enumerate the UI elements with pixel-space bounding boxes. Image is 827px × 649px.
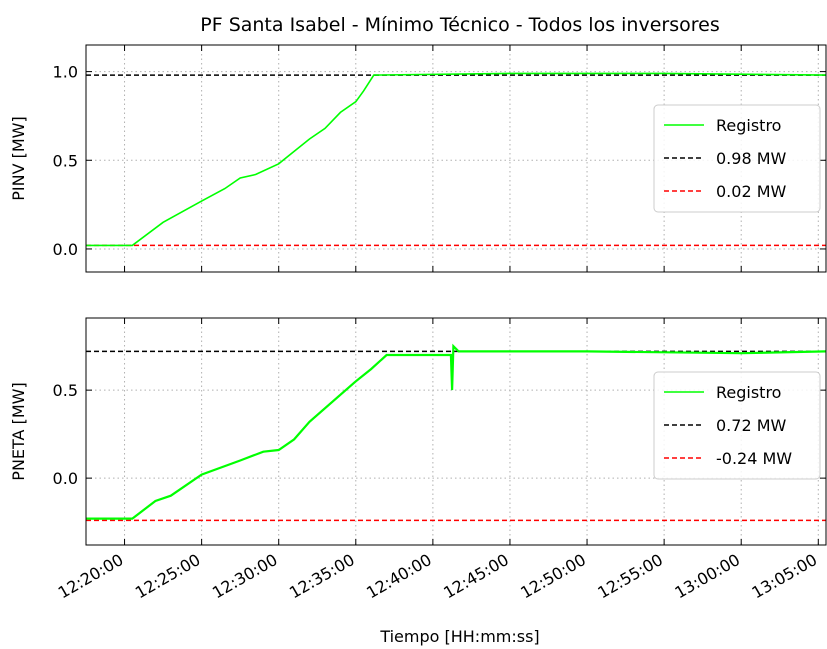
- x-tick-label: 12:45:00: [440, 550, 512, 602]
- y-tick-label: 0.0: [53, 240, 78, 259]
- x-tick-label: 12:50:00: [517, 550, 589, 602]
- legend-label: Registro: [716, 116, 781, 135]
- legend-label: 0.72 MW: [716, 416, 787, 435]
- x-tick-label: 12:55:00: [594, 550, 666, 602]
- y-axis-label: PNETA [MW]: [9, 382, 28, 480]
- data-line: [86, 343, 826, 520]
- x-tick-label: 12:30:00: [209, 550, 281, 602]
- legend-label: 0.98 MW: [716, 149, 787, 168]
- data-line: [86, 72, 826, 247]
- y-tick-label: 0.5: [53, 381, 78, 400]
- plot-frame: [85, 44, 827, 273]
- legend-box: [653, 104, 821, 213]
- x-tick-label: 12:35:00: [286, 550, 358, 602]
- y-axis-label: PINV [MW]: [9, 116, 28, 200]
- plot-frame: [85, 317, 827, 546]
- legend-label: Registro: [716, 383, 781, 402]
- legend-label: 0.02 MW: [716, 182, 787, 201]
- chart-title: PF Santa Isabel - Mínimo Técnico - Todos…: [200, 14, 719, 36]
- y-tick-label: 1.0: [53, 63, 78, 82]
- x-tick-label: 13:05:00: [749, 550, 821, 602]
- x-tick-label: 13:00:00: [671, 550, 743, 602]
- x-tick-label: 12:20:00: [55, 550, 127, 602]
- legend-label: -0.24 MW: [716, 449, 792, 468]
- x-axis-label: Tiempo [HH:mm:ss]: [379, 627, 539, 646]
- legend-box: [653, 371, 821, 480]
- y-tick-label: 0.5: [53, 151, 78, 170]
- y-tick-label: 0.0: [53, 469, 78, 488]
- x-tick-label: 12:40:00: [363, 550, 435, 602]
- x-tick-label: 12:25:00: [132, 550, 204, 602]
